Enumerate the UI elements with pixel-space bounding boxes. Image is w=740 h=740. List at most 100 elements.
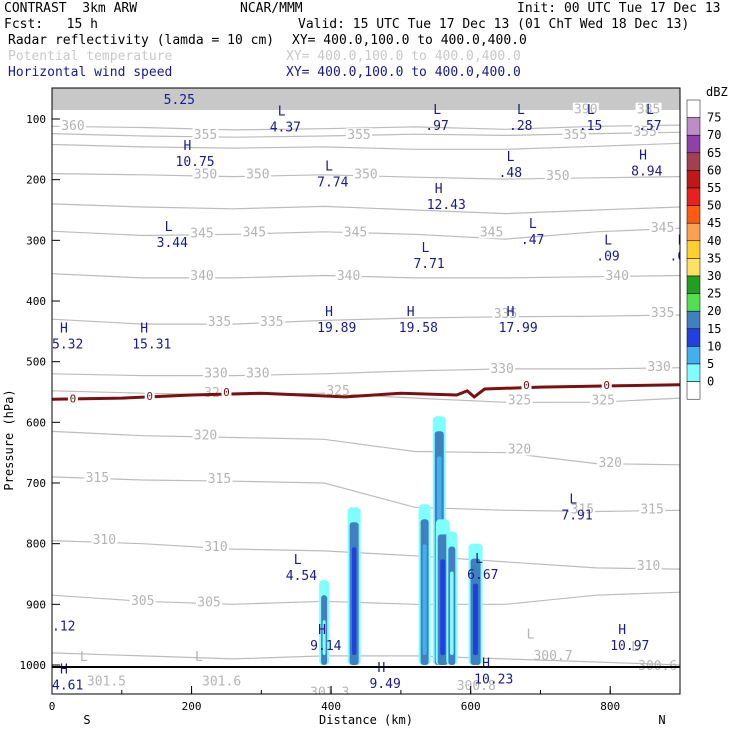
- y-tick-label: 300: [26, 234, 46, 247]
- field-reflectivity-xy: XY= 400.0,100.0 to 400.0,400.0: [292, 33, 527, 48]
- theta-label-bg: [59, 119, 86, 133]
- theta-label-bg: [244, 366, 271, 380]
- colorbar-level: 60: [707, 163, 721, 177]
- theta-label: 305: [197, 595, 220, 610]
- theta-label-bg: [192, 428, 219, 442]
- theta-label: 355: [194, 128, 217, 143]
- theta-label-bg: [335, 268, 362, 282]
- theta-label-bg: [635, 102, 662, 116]
- colorbar-swatch: [686, 293, 701, 312]
- colorbar-swatch: [686, 152, 701, 171]
- wind-extremum-type: L: [165, 220, 173, 235]
- wind-extremum-value: .15: [579, 119, 602, 134]
- theta-label-bg: [353, 167, 379, 181]
- wind-extremum-type: H: [639, 149, 647, 164]
- zero-contour-labels: 0 0 0 0 0: [67, 378, 612, 405]
- theta-contour: [52, 203, 680, 215]
- colorbar-level: 5: [707, 357, 714, 371]
- radar-reflectivity-cells: [319, 416, 483, 665]
- wind-extremum-value: .12: [52, 620, 75, 635]
- theta-label-bg: [649, 305, 676, 319]
- theta-label: 330: [204, 367, 227, 382]
- zero-label: 0: [603, 379, 610, 392]
- theta-label-bg: [569, 502, 596, 516]
- colorbar-swatch: [686, 363, 701, 382]
- wind-extremum-type: H: [140, 322, 148, 337]
- theta-label: 315: [571, 503, 594, 518]
- theta-label-bg: [632, 125, 659, 139]
- theta-label-bg: [346, 128, 373, 142]
- theta-label-bg: [342, 225, 369, 239]
- wind-extremum-value: .47: [521, 233, 544, 248]
- y-tick-label: 400: [26, 295, 46, 308]
- theta-label-bg: [192, 128, 219, 142]
- colorbar-level: 20: [707, 304, 721, 318]
- theta-label-bg: [489, 361, 516, 375]
- theta-label: 350: [194, 168, 217, 183]
- colorbar-swatch: [686, 205, 701, 224]
- colorbar-level: 65: [707, 146, 721, 160]
- wind-extremum-type: L: [278, 104, 286, 119]
- wind-extremum-type: H: [482, 656, 490, 671]
- theta-label-bg: [206, 472, 233, 486]
- wind-extremum-value: 7.71: [413, 257, 444, 272]
- theta-label: 320: [508, 442, 531, 457]
- y-tick-label: 800: [26, 538, 46, 551]
- theta-extremum-label: 301.5: [87, 674, 126, 689]
- theta-label: 345: [480, 225, 503, 240]
- theta-label-bg: [196, 595, 222, 609]
- theta-extremum-label: 301.6: [202, 674, 241, 689]
- theta-label: 340: [337, 269, 360, 284]
- forecast-hour: Fcst: 15 h: [4, 17, 98, 32]
- plot-frame: [51, 87, 681, 695]
- theta-label: 320: [598, 456, 621, 471]
- field-theta: Potential temperature: [8, 49, 173, 64]
- valid-time: Valid: 15 UTC Tue 17 Dec 13 (01 ChT Wed …: [298, 17, 690, 32]
- theta-contour: [52, 273, 680, 279]
- colorbar-swatch: [686, 240, 701, 259]
- wind-extremum-type: H: [60, 662, 68, 677]
- colorbar-level: 75: [707, 111, 721, 125]
- theta-label-bg: [478, 225, 505, 239]
- theta-label-bg: [597, 455, 624, 469]
- zero-label-bg: [67, 392, 78, 404]
- wind-extremum-value: 9.14: [310, 639, 341, 654]
- theta-label-bg: [189, 268, 216, 282]
- zero-label-bg: [221, 386, 232, 398]
- theta-label: 345: [243, 225, 266, 240]
- x-axis-label: Distance (km): [319, 713, 413, 727]
- zero-label: 0: [70, 392, 77, 405]
- wind-extremum-value: .48: [499, 166, 522, 181]
- center-title: NCAR/MMM: [240, 1, 303, 16]
- theta-label-bg: [202, 540, 229, 554]
- theta-label-bg: [325, 384, 352, 398]
- wind-extremum-type: L: [475, 552, 483, 567]
- theta-label: 330: [647, 360, 670, 375]
- radar-cell-core: [322, 620, 326, 655]
- theta-contour: [52, 367, 680, 377]
- y-tick-label: 500: [26, 356, 46, 369]
- wind-extremum-value: 8.94: [631, 165, 662, 180]
- theta-label: 310: [204, 540, 227, 555]
- theta-label-bg: [506, 393, 533, 407]
- init-time: Init: 00 UTC Tue 17 Dec 13: [517, 1, 721, 16]
- wind-extremum-value: 5.32: [52, 338, 83, 353]
- theta-contour: [52, 591, 680, 605]
- theta-label: 355: [633, 125, 656, 140]
- wind-extremum-type: L: [604, 234, 612, 249]
- theta-label: 360: [61, 119, 84, 134]
- wind-extremum-value: .57: [638, 119, 661, 134]
- theta-label-bg: [241, 225, 268, 239]
- theta-label: 315: [640, 503, 663, 518]
- y-tick-label: 900: [26, 598, 46, 611]
- wind-extremum-value: 10.23: [474, 672, 513, 687]
- theta-extremum-label: L: [195, 650, 203, 665]
- zero-label-bg: [601, 378, 612, 390]
- x-tick-label: 800: [600, 700, 620, 713]
- south-label: S: [83, 713, 90, 727]
- theta-label: 350: [354, 168, 377, 183]
- theta-label-bg: [206, 315, 233, 329]
